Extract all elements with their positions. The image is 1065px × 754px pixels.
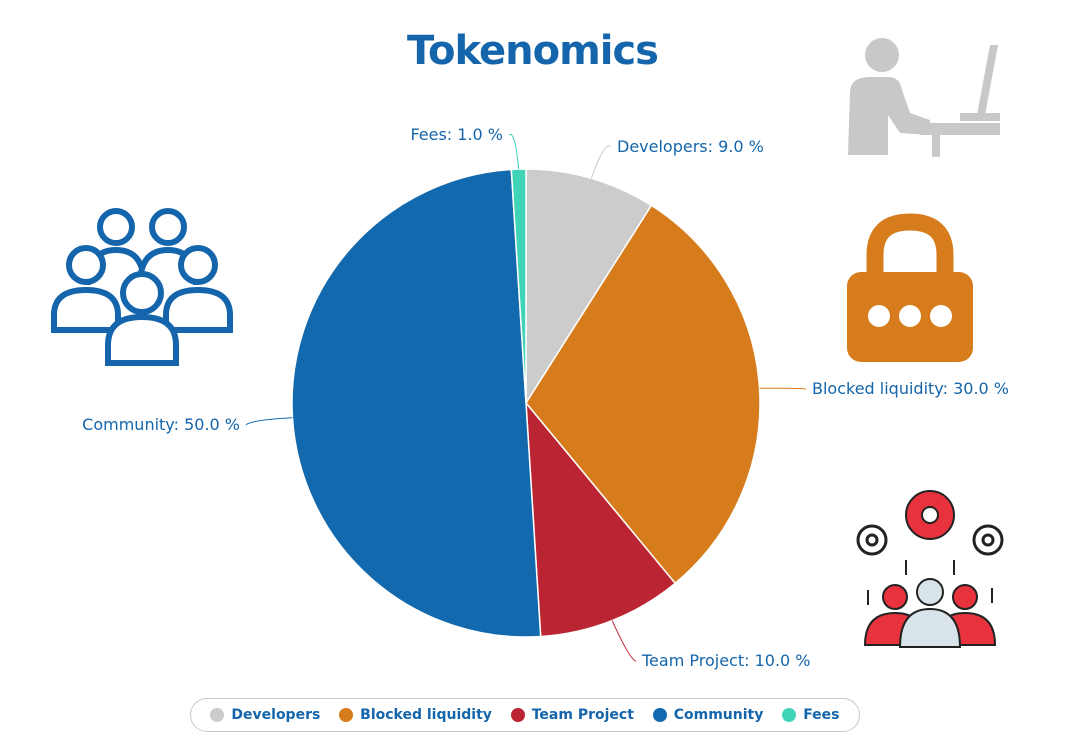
legend-label: Community [673,707,764,723]
label-connector [508,133,520,170]
legend-label: Developers [231,707,321,723]
legend-label: Blocked liquidity [360,707,492,723]
pie-slice-fees[interactable] [510,168,527,404]
pie-slice-team-project[interactable] [525,400,677,638]
data-label: Blocked liquidity: 30.0 % [812,379,1009,398]
team-gears-icon [856,490,1004,648]
label-connector [245,417,293,426]
label-connector [590,145,612,179]
people-group-icon [51,208,233,366]
label-connector [759,387,807,390]
legend-swatch [210,708,225,722]
chart-title: Tokenomics [407,28,659,74]
data-label: Fees: 1.0 % [410,125,503,144]
legend-item[interactable]: Blocked liquidity [339,707,492,723]
legend-item[interactable]: Team Project [510,707,634,723]
legend-swatch [652,708,667,722]
data-label: Team Project: 10.0 % [641,651,811,670]
legend-item[interactable]: Fees [782,707,840,723]
legend-swatch [339,708,354,722]
person-at-computer-icon [848,38,1000,157]
legend-swatch [782,708,797,722]
legend-swatch [510,708,525,722]
legend-item[interactable]: Community [652,707,764,723]
data-label: Developers: 9.0 % [617,137,764,156]
padlock-icon [847,213,973,362]
pie-slice-developers[interactable] [525,168,653,406]
pie-slice-community[interactable] [291,168,542,638]
legend-item[interactable]: Developers [210,707,320,723]
legend: Developers Blocked liquidity Team Project C… [190,698,860,732]
legend-label: Fees [803,707,840,723]
label-connector [611,620,637,662]
pie-slice-blocked-liquidity[interactable] [525,204,761,585]
data-label: Community: 50.0 % [82,415,240,434]
legend-label: Team Project [531,707,634,723]
